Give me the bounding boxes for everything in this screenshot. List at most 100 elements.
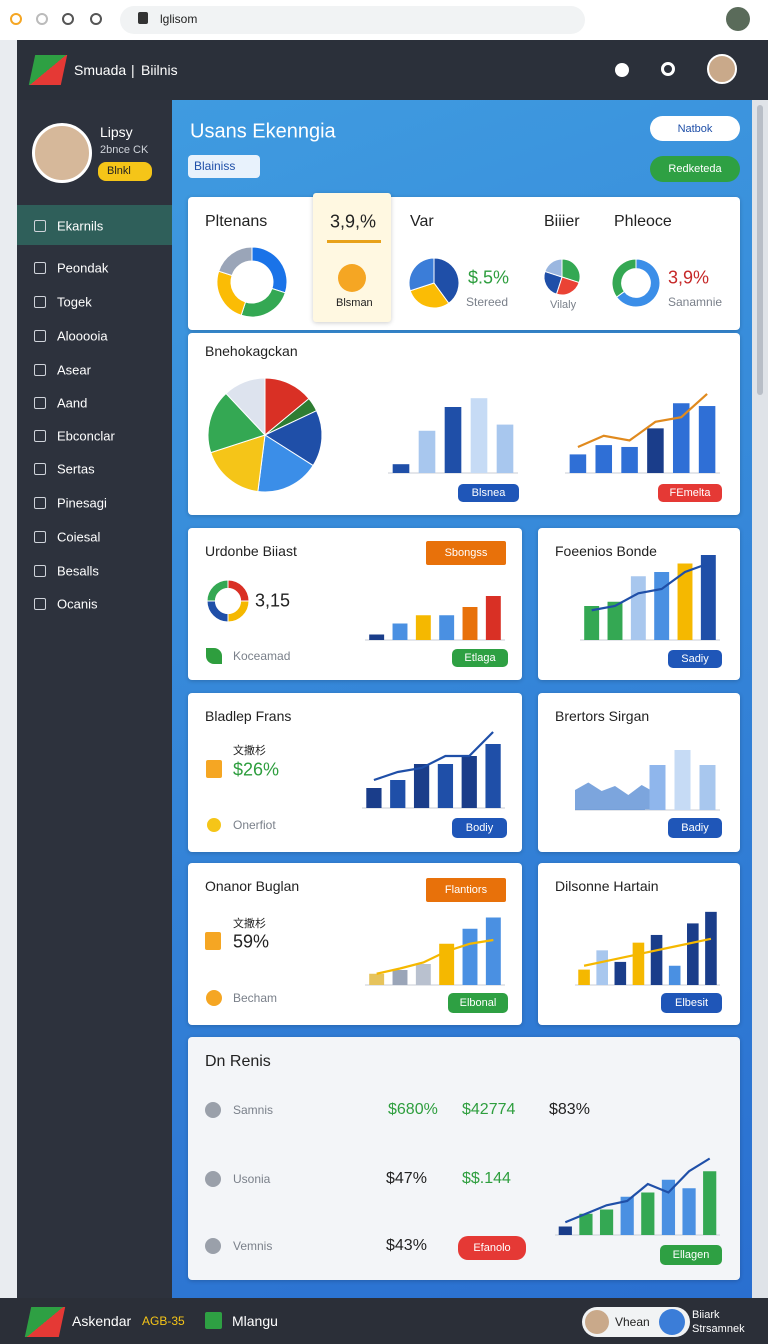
card-title: Bladlep Frans <box>205 708 292 724</box>
bar <box>596 950 608 985</box>
dropdown[interactable] <box>188 155 260 178</box>
mini-chart <box>207 377 323 493</box>
menu-item[interactable]: Ekarnils <box>57 218 104 234</box>
card-caption: Becham <box>233 991 278 1005</box>
bar <box>620 1196 634 1235</box>
button[interactable]: Efanolo <box>458 1236 526 1260</box>
user-icon <box>205 1171 221 1187</box>
bar <box>630 576 646 640</box>
button[interactable]: Elbesit <box>661 993 722 1013</box>
search-icon <box>661 62 675 76</box>
pie-slice <box>544 258 563 278</box>
menu-icon <box>34 220 46 232</box>
trend-line <box>577 393 708 448</box>
leaf-icon <box>206 648 222 664</box>
button[interactable]: Redketeda <box>650 156 740 182</box>
menu-item[interactable]: Asear <box>57 362 91 378</box>
menu-item[interactable]: Peondak <box>57 260 109 276</box>
mini-chart <box>565 393 720 474</box>
menu-icon <box>34 565 46 577</box>
summary-caption: Stereed <box>466 295 509 309</box>
bar <box>607 601 623 640</box>
button[interactable]: Ellagen <box>660 1245 722 1265</box>
bar <box>485 596 501 640</box>
button[interactable]: Natbok <box>650 116 740 141</box>
bar <box>650 934 663 985</box>
bar <box>579 1213 593 1235</box>
dropdown-text: Blainiss <box>194 159 236 173</box>
bar <box>415 964 431 985</box>
summary-caption: Blsman <box>336 297 373 309</box>
menu-item[interactable]: Togek <box>57 294 92 310</box>
trend-line <box>591 562 709 612</box>
pie-slice <box>409 282 450 309</box>
trend-line <box>373 731 494 782</box>
card-caption: Onerfiot <box>233 818 276 832</box>
summary-value: 3,9% <box>668 267 710 288</box>
trend-line <box>583 937 712 967</box>
menu-item[interactable]: Ebconclar <box>57 428 115 444</box>
active-item[interactable] <box>17 205 172 245</box>
button[interactable]: Etlaga <box>452 649 508 667</box>
scrollbar[interactable] <box>752 100 768 1298</box>
bar <box>461 756 477 808</box>
menu-item[interactable]: Besalls <box>57 563 99 579</box>
button[interactable]: Badiy <box>668 818 722 838</box>
address-bar[interactable] <box>120 6 585 34</box>
bar <box>674 750 691 810</box>
card-title: Dn Renis <box>205 1053 271 1070</box>
pie-slice <box>615 258 661 308</box>
avatar <box>707 54 737 84</box>
area <box>575 782 655 810</box>
notify-icon <box>615 63 629 77</box>
pie-slice <box>263 410 323 467</box>
pie-slice <box>210 434 266 493</box>
pie-slice <box>408 257 435 292</box>
logo <box>24 1307 66 1337</box>
bar <box>462 928 478 985</box>
button[interactable]: Blsnea <box>458 484 519 502</box>
menu-item[interactable]: Coiesal <box>57 529 101 545</box>
summary-value: $.5% <box>468 267 510 288</box>
user-icon <box>205 1102 221 1118</box>
menu-item[interactable]: Alooooia <box>57 328 108 344</box>
underline <box>327 240 381 243</box>
card-note: 文撒杉 <box>233 745 266 757</box>
menu-item[interactable]: Ocanis <box>57 596 98 612</box>
menu-item[interactable]: Aand <box>57 395 88 411</box>
menu-icon <box>34 531 46 543</box>
menu-icon <box>34 262 46 274</box>
avatar <box>659 1309 685 1335</box>
bar <box>485 917 501 985</box>
pie-slice <box>227 600 250 623</box>
menu-icon <box>34 397 46 409</box>
button[interactable]: Sbongss <box>426 541 506 565</box>
menu-item[interactable]: Sertas <box>57 461 95 477</box>
button[interactable]: FEmelta <box>658 484 722 502</box>
button[interactable]: Flantiors <box>426 878 506 902</box>
bar <box>578 969 590 985</box>
page-title: Usans Ekenngia <box>190 120 336 143</box>
mini-chart <box>388 398 518 474</box>
summary-title: 3,9,% <box>330 211 377 232</box>
footer-user2: Strsamnek <box>692 1323 745 1335</box>
button[interactable]: Bodiy <box>452 818 507 838</box>
bar <box>569 454 587 473</box>
app-icon <box>205 1312 222 1329</box>
mini-chart <box>206 579 250 623</box>
bar <box>649 765 666 810</box>
button[interactable]: Elbonal <box>448 993 508 1013</box>
nav-icon <box>90 13 102 25</box>
section: Biilnis <box>141 62 178 78</box>
bar <box>599 1209 614 1235</box>
mini-chart <box>645 750 720 811</box>
row-value: $43% <box>386 1237 427 1254</box>
bar <box>641 1192 655 1235</box>
bag-icon <box>206 760 222 778</box>
bar <box>392 623 408 640</box>
row-value: $83% <box>549 1101 590 1118</box>
button[interactable]: Sadiy <box>668 650 722 668</box>
scroll-thumb[interactable] <box>757 105 763 395</box>
menu-item[interactable]: Pinesagi <box>57 495 107 511</box>
footer-code: AGB-35 <box>142 1314 185 1328</box>
